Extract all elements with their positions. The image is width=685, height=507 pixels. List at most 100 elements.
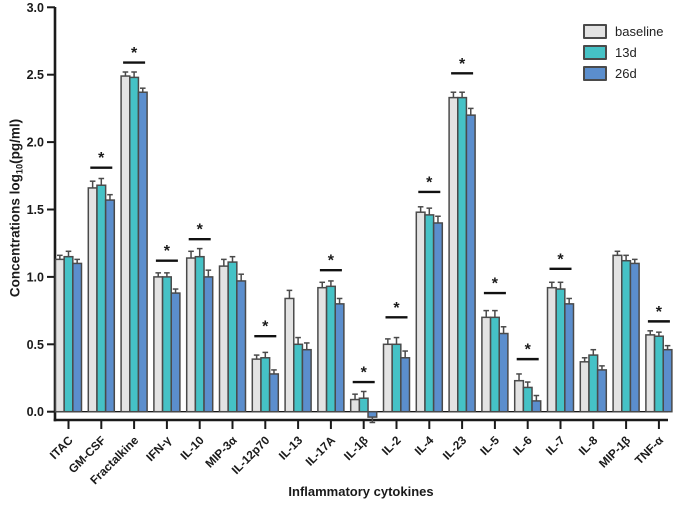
bar-26d-MIP-1β [629,262,640,413]
legend-swatch-26d [583,66,607,81]
bar-baseline-IL-4 [415,211,426,413]
bar-13d-IL-17A [325,285,336,413]
x-tick-label: IFN-γ [143,433,174,464]
bar-13d-IL-8 [588,354,599,413]
bar-baseline-IL-10 [185,257,197,413]
bar-26d-IL-8 [596,369,608,413]
bar-13d-IL-6 [522,386,533,413]
bar-13d-IFN-γ [161,276,172,413]
significance-star: * [131,45,138,62]
x-tick-label: IL-2 [379,433,404,458]
x-tick-label: IL-13 [276,433,306,463]
bar-26d-IL-5 [498,332,509,413]
bar-baseline-IL-17A [317,286,328,413]
bar-26d-IL-10 [203,276,214,413]
significance-star: * [459,56,466,73]
bar-baseline-MIP-3α [218,265,229,413]
legend-swatch-baseline [583,24,607,39]
bar-baseline-MIP-1β [612,254,623,413]
bar-26d-GM-CSF [104,199,116,413]
significance-star: * [525,342,532,359]
bar-13d-MIP-3α [227,261,238,413]
significance-star: * [328,253,335,270]
bar-baseline-IL-2 [382,343,393,413]
y-tick-label: 2.0 [27,136,44,150]
x-tick-label: IL-5 [477,433,502,458]
legend-item-26d: 26d [583,66,663,81]
bar-13d-IL-10 [194,255,205,413]
bar-13d-ITAC [63,255,74,413]
x-tick-label: MIP-1β [596,433,633,470]
bar-baseline-IL-7 [546,286,557,413]
bar-13d-IL-12p70 [260,357,271,413]
bar-baseline-IL-23 [448,96,459,413]
x-tick-label: IL-1β [341,433,371,463]
bar-baseline-IFN-γ [153,276,164,413]
y-axis-title-subscript: 10 [14,163,25,175]
significance-star: * [361,365,368,382]
significance-star: * [426,174,433,191]
bar-26d-TNF-α [662,348,673,413]
legend-label-26d: 26d [615,66,637,81]
legend-swatch-13d [583,45,607,60]
y-tick-label: 0.5 [27,338,44,352]
bar-13d-IL-4 [424,214,435,413]
x-tick-label: IL-7 [543,433,568,458]
legend-label-13d: 13d [615,45,637,60]
x-axis-title: Inflammatory cytokines [288,484,434,499]
bar-26d-IFN-γ [170,292,181,413]
significance-star: * [98,150,105,167]
significance-star: * [557,251,564,268]
bar-13d-IL-23 [457,96,468,413]
bar-baseline-IL-1β [349,398,361,413]
bar-26d-IL-17A [334,303,345,413]
bar-26d-IL-23 [465,114,476,413]
y-tick-label: 1.0 [27,270,44,284]
legend: baseline 13d 26d [583,24,663,81]
x-tick-label: IL-4 [412,433,437,458]
x-tick-label: IL-10 [177,433,207,463]
legend-item-baseline: baseline [583,24,663,39]
y-tick-label: 2.5 [27,68,44,82]
bar-13d-TNF-α [653,335,664,413]
bar-13d-Fractalkine [129,76,140,413]
bar-13d-IL-13 [293,343,304,413]
y-axis-title-prefix: Concentrations log [7,174,23,298]
bar-baseline-IL-12p70 [251,358,262,413]
x-tick-label: IL-8 [576,433,601,458]
significance-star: * [197,222,204,239]
significance-star: * [164,243,171,260]
bar-13d-IL-1β [358,397,369,413]
bar-baseline-GM-CSF [87,187,98,413]
bar-baseline-TNF-α [645,334,656,413]
x-tick-label: IL-23 [440,433,470,463]
bar-26d-Fractalkine [137,91,148,413]
x-tick-label: TNF-α [632,433,667,468]
y-tick-label: 3.0 [27,1,44,15]
bar-26d-IL-2 [400,357,411,413]
bar-26d-IL-7 [564,303,575,413]
bar-baseline-IL-8 [579,361,590,413]
x-tick-label: IL-17A [303,433,339,469]
bar-baseline-ITAC [54,258,65,413]
x-tick-label: IL-6 [510,433,535,458]
bar-13d-GM-CSF [96,184,107,413]
bar-baseline-IL-6 [513,379,525,413]
legend-item-13d: 13d [583,45,663,60]
bar-baseline-IL-5 [481,316,492,413]
significance-star: * [492,276,499,293]
y-tick-label: 1.5 [27,203,44,217]
bar-26d-IL-6 [531,400,542,413]
bar-26d-ITAC [72,262,83,413]
bar-26d-MIP-3α [236,280,247,413]
y-axis-title: Concentrations log10(pg/ml) [8,119,25,297]
bar-26d-IL-13 [301,348,312,413]
legend-label-baseline: baseline [615,24,664,39]
bar-26d-IL-4 [432,222,444,413]
bar-baseline-Fractalkine [120,75,131,413]
bar-baseline-IL-13 [284,297,295,413]
bar-13d-IL-7 [555,288,566,413]
significance-star: * [393,300,400,317]
